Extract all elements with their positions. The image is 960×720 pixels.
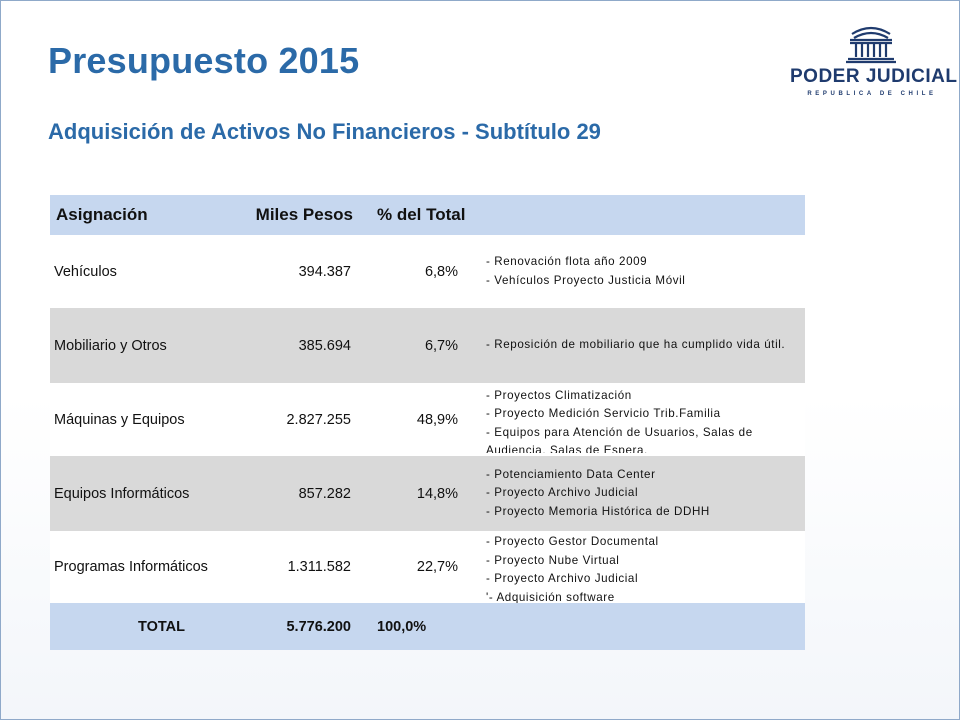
cell-notes: - Proyecto Gestor Documental - Proyecto … xyxy=(478,531,805,603)
budget-table: Asignación Miles Pesos % del Total Vehíc… xyxy=(50,195,805,650)
cell-porcentaje: 6,7% xyxy=(424,337,458,354)
table-header: Asignación Miles Pesos % del Total xyxy=(50,195,805,235)
cell-miles-pesos: 857.282 xyxy=(298,485,351,502)
cell-miles-pesos: 1.311.582 xyxy=(287,559,351,575)
notes-clip: - Proyectos Climatización - Proyecto Med… xyxy=(486,387,805,453)
note-line: - Equipos para Atención de Usuarios, Sal… xyxy=(486,425,753,453)
slide-title: Presupuesto 2015 xyxy=(48,40,360,81)
note-line: - Proyecto Gestor Documental xyxy=(486,535,659,548)
total-porcentaje: 100,0% xyxy=(377,618,427,635)
table-row: Equipos Informáticos 857.282 14,8% - Pot… xyxy=(50,456,805,531)
header-asignacion: Asignación xyxy=(56,205,148,224)
table-row: Máquinas y Equipos 2.827.255 48,9% - Pro… xyxy=(50,383,805,456)
total-label: TOTAL xyxy=(138,618,185,635)
cell-porcentaje: 48,9% xyxy=(416,411,458,428)
courthouse-icon xyxy=(846,26,896,64)
header-notes xyxy=(478,195,805,235)
logo-name: PODER JUDICIAL xyxy=(790,66,958,87)
note-line: - Proyecto Memoria Histórica de DDHH xyxy=(486,504,710,518)
note-line: - Proyecto Archivo Judicial xyxy=(486,572,639,585)
total-row: TOTAL 5.776.200 100,0% xyxy=(50,603,805,650)
cell-porcentaje: 6,8% xyxy=(424,263,458,280)
note-line: - Proyecto Nube Virtual xyxy=(486,553,620,567)
cell-asignacion: Mobiliario y Otros xyxy=(54,337,167,354)
note-line: - Proyecto Medición Servicio Trib.Famili… xyxy=(486,407,721,420)
cell-porcentaje: 22,7% xyxy=(416,559,458,575)
cell-notes: - Renovación flota año 2009 - Vehículos … xyxy=(478,235,805,308)
header-miles-pesos: Miles Pesos xyxy=(255,205,353,224)
note-line: '- Adquisición software xyxy=(486,590,615,604)
table-row: Vehículos 394.387 6,8% - Renovación flot… xyxy=(50,235,805,308)
total-notes xyxy=(478,603,805,650)
note-line: - Vehículos Proyecto Justicia Móvil xyxy=(486,273,686,287)
cell-miles-pesos: 385.694 xyxy=(298,337,351,354)
table-row: Mobiliario y Otros 385.694 6,7% - Reposi… xyxy=(50,308,805,383)
logo-subtitle: REPUBLICA DE CHILE xyxy=(807,91,937,97)
cell-asignacion: Máquinas y Equipos xyxy=(54,411,185,428)
note-line: - Proyectos Climatización xyxy=(486,388,632,402)
note-line: - Renovación flota año 2009 xyxy=(486,255,648,268)
note-line: - Reposición de mobiliario que ha cumpli… xyxy=(486,338,786,352)
cell-porcentaje: 14,8% xyxy=(416,485,458,502)
poder-judicial-logo: PODER JUDICIAL REPUBLICA DE CHILE xyxy=(790,20,957,100)
total-miles-pesos: 5.776.200 xyxy=(286,618,351,635)
slide-subtitle: Adquisición de Activos No Financieros - … xyxy=(48,119,601,144)
cell-asignacion: Programas Informáticos xyxy=(54,559,208,575)
cell-asignacion: Equipos Informáticos xyxy=(54,485,190,502)
note-line: - Potenciamiento Data Center xyxy=(486,467,656,481)
note-line: - Proyecto Archivo Judicial xyxy=(486,486,639,500)
table-row: Programas Informáticos 1.311.582 22,7% -… xyxy=(50,531,805,603)
notes-clip: - Proyecto Gestor Documental - Proyecto … xyxy=(486,531,805,603)
cell-notes: - Reposición de mobiliario que ha cumpli… xyxy=(478,308,805,383)
cell-asignacion: Vehículos xyxy=(54,263,117,280)
cell-miles-pesos: 2.827.255 xyxy=(286,411,351,428)
cell-notes: - Potenciamiento Data Center - Proyecto … xyxy=(478,456,805,531)
cell-miles-pesos: 394.387 xyxy=(298,263,351,280)
header-porcentaje: % del Total xyxy=(377,205,466,224)
cell-notes: - Proyectos Climatización - Proyecto Med… xyxy=(478,383,805,456)
